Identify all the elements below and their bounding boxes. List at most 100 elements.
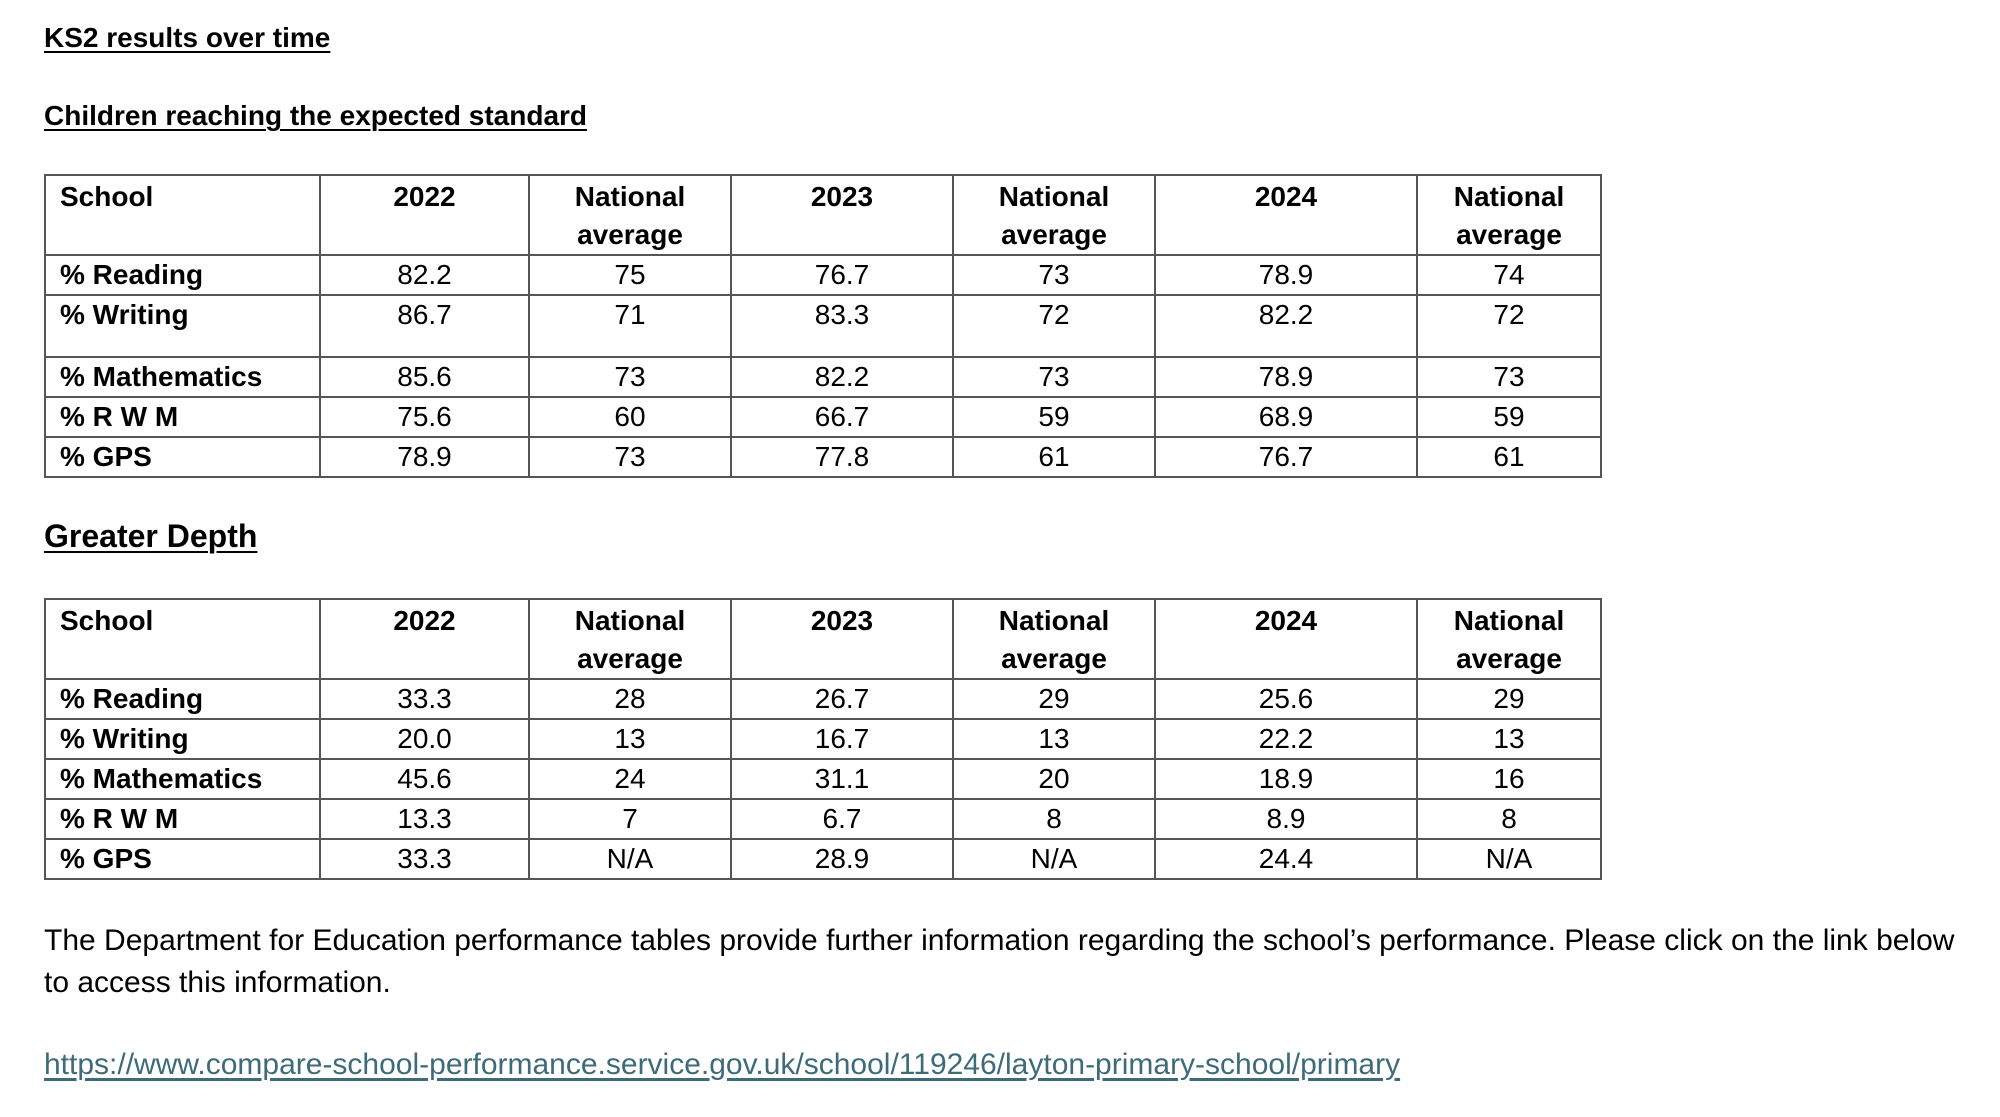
table-cell: 13.3 [319,798,530,840]
table-cell: 33.3 [319,838,530,880]
expected-standard-heading: Children reaching the expected standard [44,100,588,131]
row-label: % Mathematics [44,758,321,800]
table-cell: 73 [528,356,732,398]
table-cell: 82.2 [319,254,530,296]
table-row: % Writing 86.7 71 83.3 72 82.2 72 [44,294,1602,358]
column-header: National average [1416,174,1602,256]
table-row: % GPS 78.9 73 77.8 61 76.7 61 [44,436,1602,478]
table-cell: 82.2 [730,356,954,398]
table-cell: 72 [952,294,1156,358]
row-label: % R W M [44,396,321,438]
table-cell: 73 [528,436,732,478]
row-label: % Writing [44,294,321,358]
greater-depth-heading: Greater Depth [44,518,258,554]
table-cell: 61 [952,436,1156,478]
table-row: % Writing 20.0 13 16.7 13 22.2 13 [44,718,1602,760]
table-cell: 18.9 [1154,758,1418,800]
column-header: National average [952,598,1156,680]
table-row: % GPS 33.3 N/A 28.9 N/A 24.4 N/A [44,838,1602,880]
table-cell: 24.4 [1154,838,1418,880]
column-header: 2023 [730,598,954,680]
performance-tables-link[interactable]: https://www.compare-school-performance.s… [44,1048,1401,1081]
table-cell: 8 [952,798,1156,840]
table-row: % R W M 75.6 60 66.7 59 68.9 59 [44,396,1602,438]
table-cell: 76.7 [730,254,954,296]
table-cell: 28 [528,678,732,720]
table-header-row: School 2022 National average 2023 Nation… [44,598,1602,680]
row-label: % Reading [44,254,321,296]
table-cell: 45.6 [319,758,530,800]
row-label: % Reading [44,678,321,720]
table-cell: 13 [952,718,1156,760]
column-header: National average [528,598,732,680]
table-cell: 16.7 [730,718,954,760]
table-cell: 71 [528,294,732,358]
column-header: 2022 [319,598,530,680]
greater-depth-table: School 2022 National average 2023 Nation… [44,598,1602,880]
table-cell: 73 [952,254,1156,296]
row-label: % GPS [44,838,321,880]
table-cell: 66.7 [730,396,954,438]
table-header-row: School 2022 National average 2023 Nation… [44,174,1602,256]
table-cell: 73 [952,356,1156,398]
table-cell: 60 [528,396,732,438]
column-header: National average [1416,598,1602,680]
column-header: 2024 [1154,598,1418,680]
table-cell: 76.7 [1154,436,1418,478]
column-header: National average [952,174,1156,256]
row-label: % GPS [44,436,321,478]
table-cell: N/A [1416,838,1602,880]
table-cell: 7 [528,798,732,840]
table-cell: 78.9 [1154,356,1418,398]
table-cell: 26.7 [730,678,954,720]
table-cell: 25.6 [1154,678,1418,720]
table-cell: 28.9 [730,838,954,880]
table-cell: 68.9 [1154,396,1418,438]
table-cell: 20 [952,758,1156,800]
row-label: % R W M [44,798,321,840]
table-cell: 82.2 [1154,294,1418,358]
table-row: % Mathematics 45.6 24 31.1 20 18.9 16 [44,758,1602,800]
table-cell: 29 [952,678,1156,720]
table-cell: 72 [1416,294,1602,358]
table-row: % R W M 13.3 7 6.7 8 8.9 8 [44,798,1602,840]
table-row: % Reading 33.3 28 26.7 29 25.6 29 [44,678,1602,720]
table-cell: 24 [528,758,732,800]
table-cell: N/A [528,838,732,880]
table-cell: 77.8 [730,436,954,478]
info-paragraph: The Department for Education performance… [44,924,1955,999]
table-cell: 8 [1416,798,1602,840]
page-title: KS2 results over time [44,22,331,53]
column-header: School [44,598,321,680]
column-header: School [44,174,321,256]
table-row: % Reading 82.2 75 76.7 73 78.9 74 [44,254,1602,296]
row-label: % Writing [44,718,321,760]
table-cell: 29 [1416,678,1602,720]
table-cell: 8.9 [1154,798,1418,840]
column-header: National average [528,174,732,256]
table-cell: 73 [1416,356,1602,398]
table-cell: 85.6 [319,356,530,398]
table-cell: 74 [1416,254,1602,296]
table-cell: 13 [528,718,732,760]
column-header: 2023 [730,174,954,256]
table-cell: 31.1 [730,758,954,800]
table-cell: N/A [952,838,1156,880]
table-row: % Mathematics 85.6 73 82.2 73 78.9 73 [44,356,1602,398]
table-cell: 61 [1416,436,1602,478]
table-cell: 20.0 [319,718,530,760]
column-header: 2024 [1154,174,1418,256]
column-header: 2022 [319,174,530,256]
table-cell: 16 [1416,758,1602,800]
table-cell: 78.9 [319,436,530,478]
table-cell: 86.7 [319,294,530,358]
table-cell: 75 [528,254,732,296]
table-cell: 13 [1416,718,1602,760]
table-cell: 59 [1416,396,1602,438]
table-cell: 22.2 [1154,718,1418,760]
table-cell: 83.3 [730,294,954,358]
table-cell: 78.9 [1154,254,1418,296]
table-cell: 75.6 [319,396,530,438]
table-cell: 33.3 [319,678,530,720]
table-cell: 6.7 [730,798,954,840]
